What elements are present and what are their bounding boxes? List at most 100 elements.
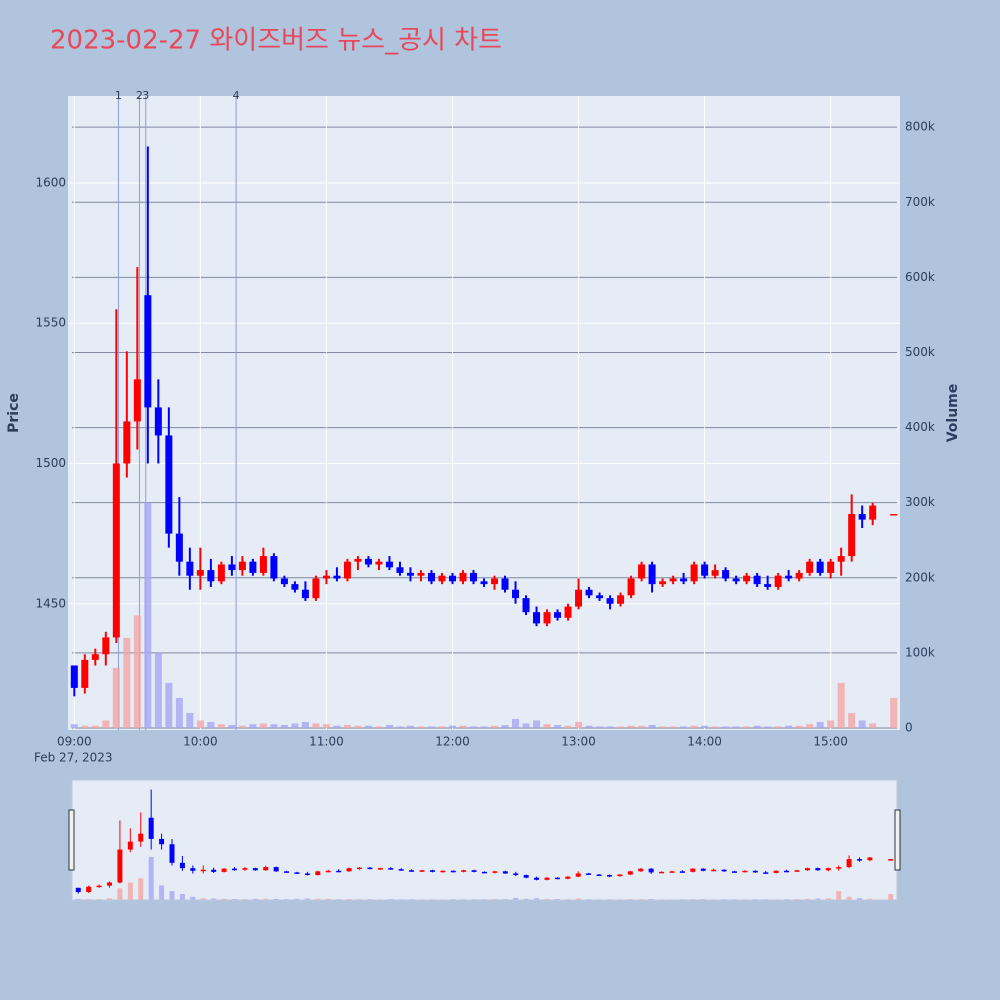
- candle-body: [388, 868, 394, 870]
- volume-bar: [159, 885, 165, 900]
- candle-body: [543, 612, 551, 624]
- candle-body: [294, 872, 300, 874]
- x-tick-label: 15:00: [813, 735, 848, 749]
- x-tick-label: 10:00: [183, 735, 218, 749]
- candle-body: [419, 870, 425, 872]
- y2-tick-label: 500k: [905, 345, 935, 359]
- volume-bar: [312, 723, 320, 728]
- candle-body: [112, 463, 120, 638]
- volume-bar: [575, 898, 581, 900]
- candle-body: [133, 379, 141, 422]
- volume-bar: [280, 724, 288, 728]
- candle-body: [175, 533, 183, 562]
- volume-bar: [238, 725, 246, 728]
- y2-tick-label: 600k: [905, 270, 935, 284]
- candle-body: [700, 868, 706, 871]
- volume-bar: [815, 898, 821, 900]
- volume-bar: [211, 898, 217, 900]
- volume-bar: [857, 898, 862, 900]
- volume-bar: [259, 723, 267, 728]
- volume-bar: [816, 721, 824, 728]
- volume-bar: [491, 725, 499, 728]
- volume-bar: [554, 724, 562, 728]
- volume-bar: [722, 726, 730, 728]
- volume-bar: [144, 502, 152, 728]
- volume-bar: [480, 726, 488, 728]
- range-handle-right[interactable]: [894, 809, 901, 871]
- volume-bar: [554, 899, 560, 900]
- candle-body: [846, 859, 852, 868]
- candle-body: [575, 873, 581, 877]
- candle-body: [659, 871, 665, 874]
- candle-body: [606, 598, 614, 604]
- candle-body: [70, 665, 78, 688]
- volume-bar: [249, 724, 257, 728]
- volume-bar: [585, 725, 593, 728]
- volume-bar: [743, 726, 751, 728]
- candle-body: [343, 561, 351, 579]
- candle-body: [585, 589, 593, 596]
- candle-body: [837, 556, 845, 562]
- range-slider[interactable]: [71, 779, 898, 901]
- candle-body: [461, 870, 467, 872]
- volume-bar: [346, 899, 352, 900]
- candle-body: [554, 877, 560, 880]
- y2-axis-title: Volume: [945, 384, 961, 443]
- volume-bar: [867, 898, 873, 900]
- candle-body: [417, 572, 425, 576]
- volume-bar: [252, 898, 258, 900]
- candle-body: [523, 875, 529, 878]
- volume-bar: [91, 725, 99, 728]
- volume-bar: [270, 724, 278, 728]
- volume-bar: [81, 725, 89, 728]
- candle-body: [512, 589, 520, 599]
- volume-bar: [175, 697, 183, 728]
- candle-body: [190, 868, 196, 871]
- candle-body: [785, 575, 793, 579]
- candle-body: [848, 513, 856, 557]
- range-handle-left[interactable]: [68, 809, 75, 871]
- candle-body: [711, 570, 719, 576]
- candle-body: [263, 867, 269, 871]
- candle-body: [638, 868, 644, 872]
- volume-bar: [575, 721, 583, 728]
- volume-bar: [165, 682, 173, 728]
- candle-body: [259, 556, 267, 573]
- candle-body: [91, 654, 99, 660]
- candle-body: [252, 868, 258, 871]
- candle-body: [284, 871, 290, 873]
- candle-body: [806, 561, 814, 573]
- volume-bar: [701, 725, 709, 728]
- volume-bar: [284, 899, 290, 900]
- chart-title: 2023-02-27 와이즈버즈 뉴스_공시 차트: [50, 26, 502, 56]
- volume-bar: [385, 724, 393, 728]
- volume-bar: [785, 725, 793, 728]
- candle-body: [179, 862, 185, 869]
- candle-body: [679, 871, 685, 873]
- volume-bar: [301, 721, 309, 728]
- volume-bar: [888, 893, 894, 900]
- annotation-label: 2: [136, 89, 143, 102]
- volume-bar: [596, 726, 604, 728]
- candle-body: [144, 295, 152, 408]
- candle-body: [333, 575, 341, 579]
- candle-body: [165, 435, 173, 534]
- y2-tick-label: 800k: [905, 120, 935, 134]
- volume-bar: [186, 712, 194, 728]
- volume-bar: [774, 726, 782, 728]
- volume-bar: [396, 726, 404, 728]
- candle-body: [438, 575, 446, 582]
- y2-tick-label: 200k: [905, 570, 935, 584]
- y-axis-title: Price: [6, 393, 22, 433]
- volume-bar: [190, 896, 196, 900]
- volume-bar: [322, 724, 330, 728]
- x-tick-label: 09:00: [57, 735, 92, 749]
- candle-body: [200, 869, 206, 872]
- candle-body: [364, 558, 372, 565]
- volume-bar: [179, 893, 185, 900]
- candle-body: [249, 561, 257, 573]
- candle-body: [336, 870, 342, 873]
- volume-bar: [438, 726, 446, 728]
- volume-bar: [806, 724, 814, 728]
